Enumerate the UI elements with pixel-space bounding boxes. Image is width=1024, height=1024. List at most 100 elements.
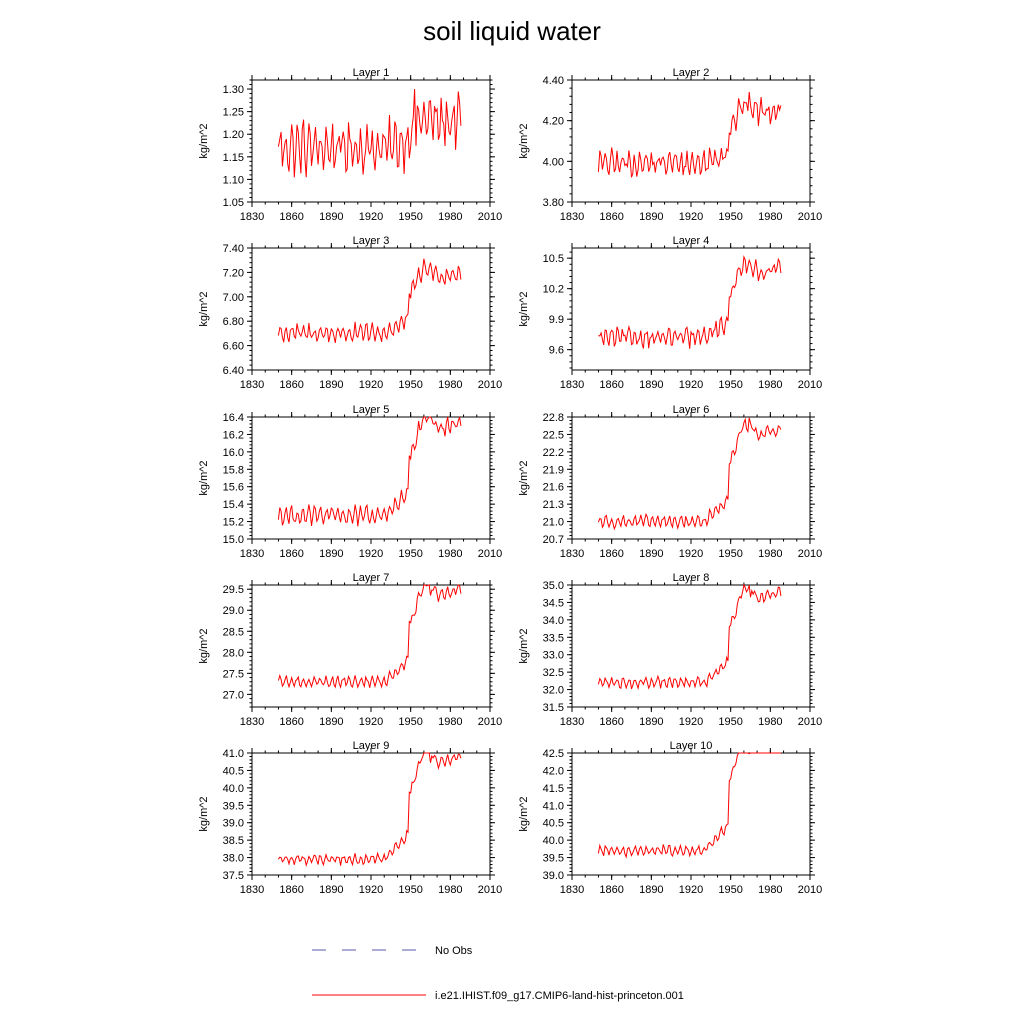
y-tick-label: 6.80	[223, 316, 244, 328]
y-tick-label: 15.0	[223, 534, 244, 546]
x-tick-label: 1980	[758, 884, 782, 896]
y-tick-label: 21.0	[543, 517, 564, 529]
y-tick-label: 16.4	[223, 412, 244, 424]
y-tick-label: 40.0	[223, 783, 244, 795]
y-tick-label: 34.0	[543, 615, 564, 627]
panel-title: Layer 2	[673, 67, 710, 79]
x-tick-label: 1830	[560, 211, 584, 223]
plot-frame	[571, 584, 811, 708]
y-tick-label: 27.5	[223, 668, 244, 680]
series-line-model-run	[277, 416, 462, 527]
x-tick-label: 1920	[679, 379, 703, 391]
y-tick-label: 15.8	[223, 464, 244, 476]
x-tick-label: 1920	[679, 548, 703, 560]
y-tick-label: 41.0	[543, 800, 564, 812]
x-tick-label: 1890	[319, 548, 343, 560]
y-tick-label: 41.0	[223, 748, 244, 760]
chart-panel-layer-5: Layer 5 kg/m^2 1830 1860 1890 1920 1950 1980 201…	[198, 404, 502, 560]
y-tick-label: 37.5	[223, 870, 244, 882]
chart-panel-layer-7: Layer 7 kg/m^2 1830 1860 1890 1920 1950 1980 201…	[198, 572, 502, 728]
x-tick-label: 1920	[679, 884, 703, 896]
y-tick-label: 33.0	[543, 650, 564, 662]
x-tick-label: 1890	[639, 716, 663, 728]
y-tick-label: 40.5	[223, 765, 244, 777]
x-tick-label: 1920	[359, 379, 383, 391]
y-axis-label: kg/m^2	[198, 123, 210, 158]
y-axis-label: kg/m^2	[518, 628, 530, 663]
x-tick-label: 1860	[279, 379, 303, 391]
x-tick-label: 1950	[718, 379, 742, 391]
chart-panels: Layer 1 kg/m^2 1830 1860 1890 1920 1950 1980 201…	[198, 67, 822, 896]
y-tick-label: 39.0	[543, 870, 564, 882]
y-tick-label: 15.4	[223, 499, 244, 511]
series-line-model-run	[597, 91, 782, 178]
x-tick-label: 2010	[478, 716, 502, 728]
x-tick-label: 1860	[279, 548, 303, 560]
legend: No Obs i.e21.IHIST.f09_g17.CMIP6-land-hi…	[312, 945, 684, 1002]
x-tick-label: 1830	[560, 716, 584, 728]
x-tick-label: 1860	[599, 211, 623, 223]
x-tick-label: 1980	[758, 716, 782, 728]
y-axis-label: kg/m^2	[518, 291, 530, 326]
series-line-model-run	[597, 417, 782, 531]
y-tick-label: 7.00	[223, 292, 244, 304]
chart-panel-layer-4: Layer 4 kg/m^2 1830 1860 1890 1920 1950 1980 201…	[518, 235, 822, 391]
y-axis-label: kg/m^2	[198, 796, 210, 831]
y-tick-label: 31.5	[543, 702, 564, 714]
y-tick-label: 32.0	[543, 685, 564, 697]
y-tick-label: 38.5	[223, 835, 244, 847]
x-tick-label: 1860	[599, 548, 623, 560]
chart-panel-layer-8: Layer 8 kg/m^2 1830 1860 1890 1920 1950 1980 201…	[518, 572, 822, 728]
x-tick-label: 2010	[478, 379, 502, 391]
x-tick-label: 1950	[718, 716, 742, 728]
y-tick-label: 3.80	[543, 197, 564, 209]
y-tick-label: 42.5	[543, 748, 564, 760]
y-tick-label: 40.5	[543, 818, 564, 830]
panel-title: Layer 8	[673, 572, 710, 584]
x-tick-label: 1830	[240, 548, 264, 560]
x-tick-label: 1980	[438, 716, 462, 728]
y-tick-label: 41.5	[543, 783, 564, 795]
y-tick-label: 42.0	[543, 765, 564, 777]
y-tick-label: 33.5	[543, 632, 564, 644]
x-tick-label: 1830	[560, 884, 584, 896]
y-tick-label: 6.60	[223, 341, 244, 353]
x-tick-label: 1890	[319, 211, 343, 223]
x-tick-label: 1890	[639, 548, 663, 560]
x-tick-label: 1950	[398, 211, 422, 223]
x-tick-label: 1830	[560, 548, 584, 560]
figure-title: soil liquid water	[423, 16, 601, 46]
y-tick-label: 16.0	[223, 447, 244, 459]
y-tick-label: 1.30	[223, 84, 244, 96]
y-tick-label: 4.40	[543, 75, 564, 87]
x-tick-label: 1950	[398, 548, 422, 560]
panel-title: Layer 5	[353, 404, 390, 416]
y-tick-label: 1.15	[223, 152, 244, 164]
x-tick-label: 1860	[279, 884, 303, 896]
x-tick-label: 1890	[319, 379, 343, 391]
x-tick-label: 1950	[718, 211, 742, 223]
y-tick-label: 38.0	[223, 853, 244, 865]
y-tick-label: 21.9	[543, 464, 564, 476]
y-tick-label: 10.2	[543, 284, 564, 296]
y-axis-label: kg/m^2	[198, 291, 210, 326]
panel-title: Layer 4	[673, 235, 710, 247]
chart-panel-layer-9: Layer 9 kg/m^2 1830 1860 1890 1920 1950 1980 201…	[198, 740, 502, 896]
x-tick-label: 1950	[718, 548, 742, 560]
x-tick-label: 1830	[240, 884, 264, 896]
plot-frame	[251, 584, 491, 708]
y-axis-label: kg/m^2	[518, 796, 530, 831]
x-tick-label: 1950	[398, 884, 422, 896]
y-tick-label: 7.40	[223, 243, 244, 255]
y-tick-label: 22.8	[543, 412, 564, 424]
y-tick-label: 27.0	[223, 689, 244, 701]
x-tick-label: 1860	[279, 211, 303, 223]
panel-title: Layer 10	[670, 740, 713, 752]
x-tick-label: 1950	[718, 884, 742, 896]
y-tick-label: 39.5	[223, 800, 244, 812]
y-tick-label: 7.20	[223, 267, 244, 279]
panel-title: Layer 6	[673, 404, 710, 416]
y-tick-label: 21.3	[543, 499, 564, 511]
x-tick-label: 1830	[240, 211, 264, 223]
y-tick-label: 4.20	[543, 116, 564, 128]
